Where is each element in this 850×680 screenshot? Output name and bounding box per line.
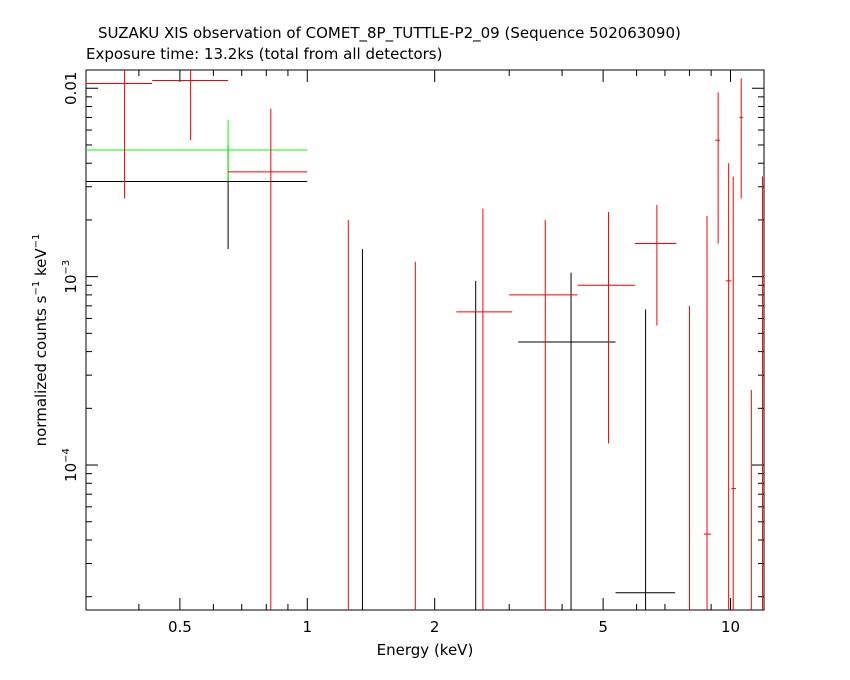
data-point [739, 78, 743, 199]
x-tick-label: 10 [721, 618, 740, 636]
data-point [577, 212, 636, 444]
data-point [635, 205, 677, 326]
data-point [615, 309, 676, 610]
data-point [731, 176, 736, 610]
y-axis-label: normalized counts s−1 keV−1 [31, 234, 50, 447]
data-point [152, 70, 229, 141]
plot-area: 0.5 1 2 5 10 0.01 10−3 10−4 [61, 69, 765, 636]
x-tick-label: 0.5 [168, 618, 192, 636]
y-axis-label-sup2: −1 [31, 234, 42, 249]
chart-title: SUZAKU XIS observation of COMET_8P_TUTTL… [98, 24, 681, 43]
y-axis-label-sup1: −1 [31, 281, 42, 296]
x-axis-label: Energy (keV) [377, 641, 474, 659]
data-point [86, 144, 308, 250]
data-point [228, 108, 308, 610]
chart-subtitle: Exposure time: 13.2ks (total from all de… [86, 45, 442, 63]
data-point [518, 272, 616, 610]
plot-frame [85, 69, 765, 611]
data-point [703, 215, 712, 610]
y-tick-label: 0.01 [62, 72, 80, 105]
x-tick-label: 5 [598, 618, 608, 636]
y-axis-label-mid: keV [32, 248, 50, 281]
x-tick-label: 1 [303, 618, 313, 636]
data-point [725, 163, 732, 610]
data-point [456, 208, 513, 610]
data-point [86, 70, 153, 199]
x-tick-label: 2 [430, 618, 440, 636]
y-axis-label-main: normalized counts s [32, 295, 50, 446]
y-tick-label: 10−3 [61, 260, 80, 294]
y-tick-label: 10−4 [61, 448, 80, 482]
data-point [715, 92, 721, 244]
data-point [509, 219, 578, 610]
